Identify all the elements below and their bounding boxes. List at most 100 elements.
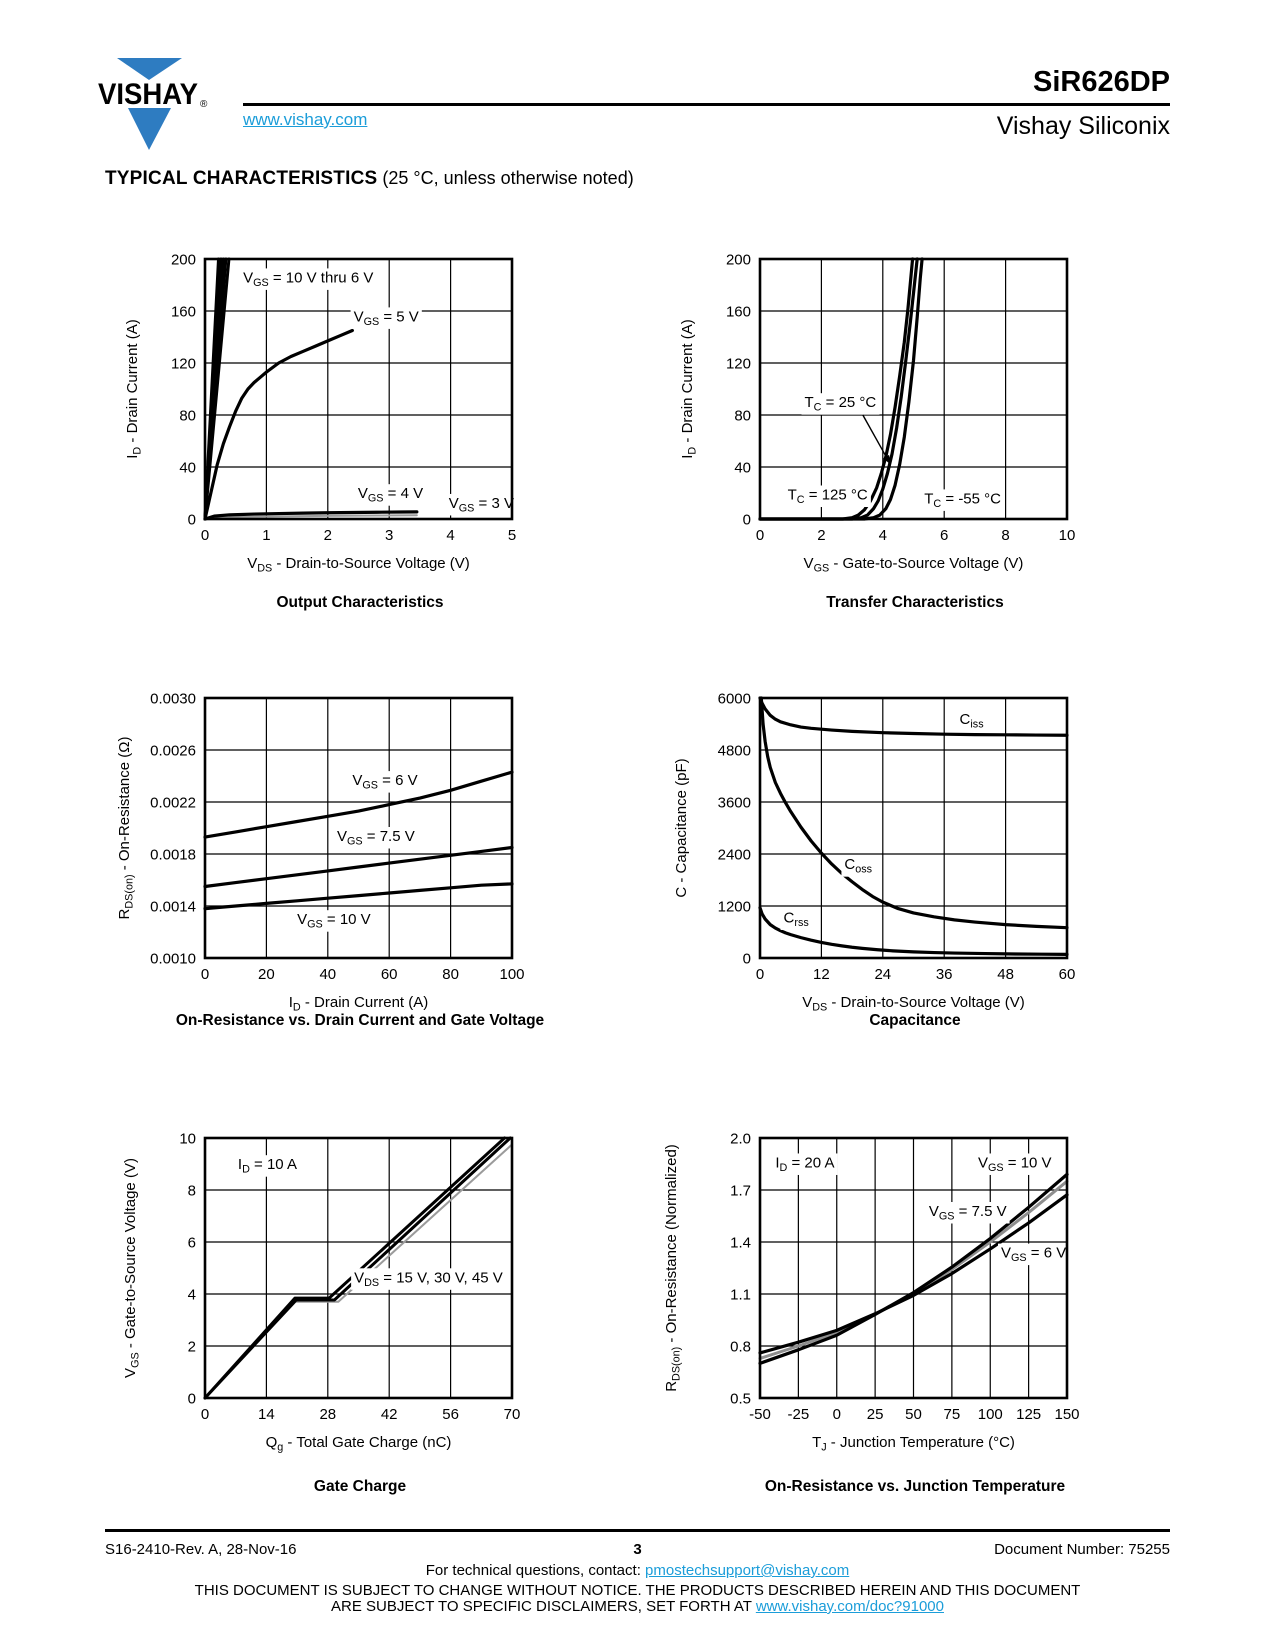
svg-text:2: 2 [817,527,825,544]
disclaimer-text-1: THIS DOCUMENT IS SUBJECT TO CHANGE WITHO… [194,1582,1081,1599]
svg-text:56: 56 [442,1406,459,1423]
footer-rule [105,1529,1170,1532]
website-link[interactable]: www.vishay.com [243,110,368,129]
svg-text:6: 6 [940,527,948,544]
chart-title-on-resistance-vs-junction-temperature: On-Resistance vs. Junction Temperature [764,1478,1066,1495]
capacitance-chart: Ciss Coss Crss 0 12 24 36 48 60 0 1200 2400 3600 4800… [673,691,1076,1014]
svg-text:120: 120 [726,356,751,373]
annotation: VGS = 4 V [358,485,423,505]
gridlines [760,1138,1067,1398]
svg-text:125: 125 [1016,1406,1041,1423]
x-axis-label: TJ - Junction Temperature (°C) [812,1434,1015,1454]
svg-text:3: 3 [385,527,393,544]
annotation-arrow [862,414,887,457]
svg-text:28: 28 [319,1406,336,1423]
svg-text:80: 80 [734,408,751,425]
footer-page-number: 3 [633,1541,642,1558]
header-rule [243,103,1170,106]
svg-text:200: 200 [171,252,196,269]
x-axis-label: Qg - Total Gate Charge (nC) [266,1434,452,1454]
footer-contact-label: For technical questions, contact: [425,1562,646,1579]
svg-text:40: 40 [734,460,751,477]
svg-text:0: 0 [201,527,209,544]
svg-text:0: 0 [743,512,751,529]
output-characteristics-chart: VGS = 10 V thru 6 V VGS = 5 V VGS = 4 V VGS… [124,252,517,575]
annotation: TC = 125 °C [788,487,868,507]
x-axis-label: VDS - Drain-to-Source Voltage (V) [247,555,470,575]
annotation: VGS = 7.5 V [337,828,415,848]
annotation: Ciss [960,711,985,731]
registered-mark-icon: ® [200,99,208,110]
svg-text:0: 0 [201,966,209,983]
series-v-gs-10-v [203,882,514,911]
annotation: Coss [844,856,872,876]
y-axis-label: RDS(on) - On-Resistance (Normalized) [663,1144,683,1392]
series-v-gs-10-v [758,1172,1069,1365]
annotation: VGS = 10 V [297,911,371,931]
svg-text:0: 0 [756,966,764,983]
footer-contact-line: For technical questions, contact: pmoste… [105,1562,1170,1579]
annotation: VGS = 7.5 V [929,1203,1007,1223]
vishay-logo: VISHAY ® [98,58,208,150]
svg-text:50: 50 [905,1406,922,1423]
svg-text:0: 0 [833,1406,841,1423]
svg-text:0.8: 0.8 [730,1339,751,1356]
series-v-gs-4-v [203,510,419,521]
svg-text:24: 24 [874,966,891,983]
svg-text:-25: -25 [788,1406,810,1423]
chart-title-transfer-characteristics: Transfer Characteristics [826,594,1004,611]
annotation: VGS = 3 V [449,495,514,515]
y-axis-label: VGS - Gate-to-Source Voltage (V) [122,1158,142,1378]
svg-text:6: 6 [188,1235,196,1252]
svg-text:60: 60 [1059,966,1076,983]
tick-labels: 0 14 28 42 56 70 0 2 4 6 8 10 [179,1131,520,1424]
svg-text:80: 80 [442,966,459,983]
section-title: TYPICAL CHARACTERISTICS [105,168,378,189]
annotation-arrowhead [883,454,891,465]
series-t-c-125-c [758,257,915,521]
svg-text:14: 14 [258,1406,275,1423]
annotation: Crss [784,909,810,929]
series-t-c--55-c [758,257,924,521]
annotation: VDS = 15 V, 30 V, 45 V [354,1269,503,1289]
svg-text:6000: 6000 [718,691,751,708]
svg-text:4800: 4800 [718,743,751,760]
chart-title-on-resistance-vs-drain-current: On-Resistance vs. Drain Current and Gate… [175,1012,545,1029]
annotation: VGS = 6 V [352,772,417,792]
tick-labels: 0 12 24 36 48 60 0 1200 2400 3600 4800 6000 [718,691,1076,984]
series-v-ds-15-v [203,1136,507,1400]
svg-text:0.5: 0.5 [730,1391,751,1408]
x-axis-label: ID - Drain Current (A) [289,994,429,1014]
svg-text:0: 0 [201,1406,209,1423]
part-number: SiR626DP [1032,66,1170,98]
transfer-characteristics-chart: TC = 25 °CTC = 125 °C TC = -55 °C0 2 4 6 8 100… [679,252,1075,575]
tick-labels: 0 2 4 6 8 10 0 40 80 120 160 200 [726,252,1075,545]
svg-text:160: 160 [726,304,751,321]
svg-text:1.7: 1.7 [730,1183,751,1200]
svg-text:40: 40 [179,460,196,477]
series-v-gs-5-v [203,328,354,521]
division-name: Vishay Siliconix [996,112,1170,140]
y-axis-label: RDS(on) - On-Resistance (Ω) [116,737,136,920]
disclaimer-link[interactable]: www.vishay.com/doc?91000 [755,1598,944,1615]
svg-text:12: 12 [813,966,830,983]
chart-title-gate-charge: Gate Charge [313,1478,407,1495]
svg-text:42: 42 [381,1406,398,1423]
gridlines [760,259,1067,519]
contact-email-link[interactable]: pmostechsupport@vishay.com [645,1562,850,1579]
svg-text:0.0018: 0.0018 [150,847,196,864]
chart-title-capacitance: Capacitance [869,1012,961,1029]
svg-text:100: 100 [499,966,524,983]
disclaimer-text-2: ARE SUBJECT TO SPECIFIC DISCLAIMERS, SET… [331,1598,756,1615]
series-t-c-25-c [758,257,919,521]
svg-text:40: 40 [319,966,336,983]
footer-disclaimer: THIS DOCUMENT IS SUBJECT TO CHANGE WITHO… [105,1583,1170,1615]
annotation: TC = 25 °C [805,394,877,414]
section-condition: (25 °C, unless otherwise noted) [377,168,634,188]
annotation: TC = -55 °C [924,490,1001,510]
svg-text:0.0030: 0.0030 [150,691,196,708]
plot-border [203,1136,514,1400]
svg-text:2.0: 2.0 [730,1131,751,1148]
svg-text:36: 36 [936,966,953,983]
